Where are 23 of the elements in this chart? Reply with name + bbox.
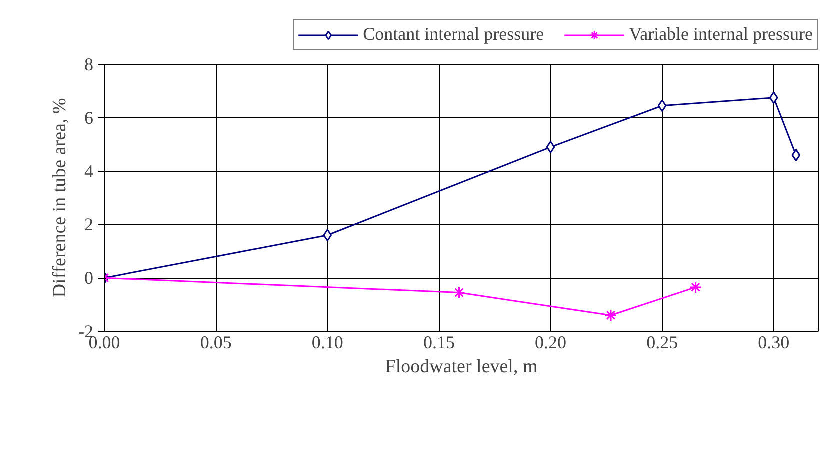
point (658, 100, 667, 112)
point (323, 229, 332, 242)
x-tick-label: 0.05 (200, 332, 232, 352)
legend-label: Contant internal pressure (363, 24, 544, 45)
x-tick-label: 0.10 (312, 332, 344, 352)
x-axis-title: Floodwater level, m (385, 356, 538, 378)
x-tick-label: 0.30 (758, 332, 790, 352)
y-axis-title: Difference in tube area, % (50, 98, 71, 298)
y-tick-label: 2 (84, 214, 94, 235)
y-tick-label: 4 (84, 161, 94, 182)
x-tick-label: 0.25 (646, 332, 678, 352)
x-tick-label: 0.20 (535, 332, 566, 352)
x-tick-label: 0.15 (423, 332, 455, 352)
point (546, 141, 556, 154)
point (604, 309, 618, 322)
point (690, 281, 702, 294)
legend-label: Variable internal pressure (629, 24, 813, 45)
point (792, 149, 801, 162)
y-tick-label: 6 (84, 108, 94, 128)
y-tick-label: 8 (84, 54, 94, 74)
point (769, 92, 778, 104)
y-tick-label: 0 (84, 268, 94, 288)
point (453, 286, 466, 300)
